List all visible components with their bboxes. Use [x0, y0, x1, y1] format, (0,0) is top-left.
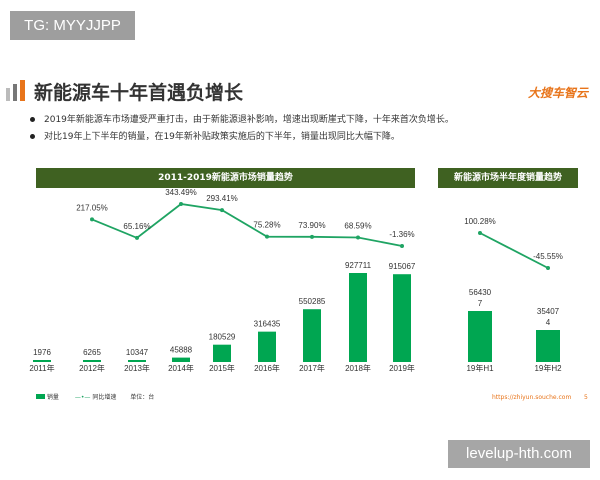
bar-19年H2 [536, 330, 560, 362]
bar-label: 915067 [389, 262, 416, 271]
growth-label: 65.16% [123, 222, 150, 231]
x-tick-label: 2019年 [389, 363, 415, 373]
growth-point [220, 208, 224, 213]
growth-label: 293.41% [206, 194, 238, 203]
growth-point [310, 234, 314, 239]
growth-label: 100.28% [464, 217, 496, 226]
bullet-2: 对比19年上下半年的销量，在19年新补贴政策实施后的下半年，销量出现同比大幅下降… [30, 129, 400, 142]
bar-2012年 [83, 360, 101, 362]
bar-label: 7 [478, 299, 483, 308]
growth-label: 217.05% [76, 203, 108, 212]
growth-label: -1.36% [389, 230, 414, 239]
watermark-top: TG: MYYJJPP [10, 11, 135, 40]
bar-label: 927711 [345, 261, 372, 270]
bar-19年H1 [468, 311, 492, 362]
legend-line-label: 同比增速 [92, 394, 117, 401]
growth-label: -45.55% [533, 252, 563, 261]
x-tick-label: 2016年 [254, 363, 280, 373]
bar-2018年 [349, 273, 367, 362]
legend-bar-label: 销量 [46, 394, 59, 401]
bar-2015年 [213, 344, 231, 362]
growth-label: 68.59% [344, 221, 371, 230]
x-tick-label: 2017年 [299, 363, 325, 373]
x-tick-label: 2015年 [209, 363, 235, 373]
unit-label: 单位：台 [130, 394, 155, 401]
bullet-1: 2019年新能源车市场遭受严重打击，由于新能源退补影响，增速出现断崖式下降，十年… [30, 112, 454, 125]
bar-label: 316435 [254, 320, 281, 329]
title-bars-icon [6, 80, 25, 101]
chart1-title: 2011-2019新能源市场销量趋势 [36, 168, 415, 188]
legend-bar-swatch [36, 394, 45, 399]
x-tick-label: 19年H2 [534, 363, 562, 373]
bar-label: 45888 [170, 346, 193, 355]
growth-line [91, 203, 403, 247]
bar-label: 180529 [209, 333, 236, 342]
page-number: 5 [584, 394, 588, 401]
growth-point [546, 266, 550, 270]
x-tick-label: 2012年 [79, 363, 105, 373]
bar-label: 1976 [33, 348, 51, 357]
growth-label: 73.90% [298, 221, 325, 230]
page-title: 新能源车十年首遇负增长 [34, 82, 244, 104]
bar-2013年 [128, 360, 146, 362]
x-tick-label: 19年H1 [466, 363, 494, 373]
growth-point [265, 234, 269, 239]
growth-line [479, 232, 549, 269]
bar-2017年 [303, 309, 321, 362]
watermark-bottom: levelup-hth.com [448, 440, 590, 468]
growth-point [356, 235, 360, 240]
bar-label: 56430 [469, 288, 492, 297]
bar-2014年 [172, 357, 190, 362]
bar-2016年 [258, 331, 276, 362]
growth-point [90, 217, 94, 222]
growth-point [478, 231, 482, 235]
x-tick-label: 2018年 [345, 363, 371, 373]
x-tick-label: 2011年 [29, 363, 54, 373]
bar-label: 550285 [299, 297, 326, 306]
bar-label: 10347 [126, 348, 149, 357]
bar-label: 4 [546, 318, 551, 327]
legend: 销量 —•— 同比增速 单位：台 [36, 392, 154, 401]
bar-2019年 [393, 274, 411, 362]
bar-2011年 [33, 360, 51, 362]
growth-point [400, 244, 404, 248]
x-tick-label: 2014年 [168, 363, 194, 373]
growth-point [135, 235, 139, 240]
growth-point [179, 202, 183, 206]
x-tick-label: 2013年 [124, 363, 150, 373]
growth-label: 343.49% [165, 188, 197, 197]
brand-logo: 大搜车智云 [528, 86, 589, 100]
chart2-title: 新能源市场半年度销量趋势 [438, 168, 578, 188]
bar-label: 35407 [537, 307, 560, 316]
bar-label: 6265 [83, 348, 101, 357]
growth-label: 75.28% [253, 221, 280, 230]
footer-url: https://zhiyun.souche.com [492, 394, 572, 401]
legend-line-swatch: —•— [74, 394, 91, 401]
